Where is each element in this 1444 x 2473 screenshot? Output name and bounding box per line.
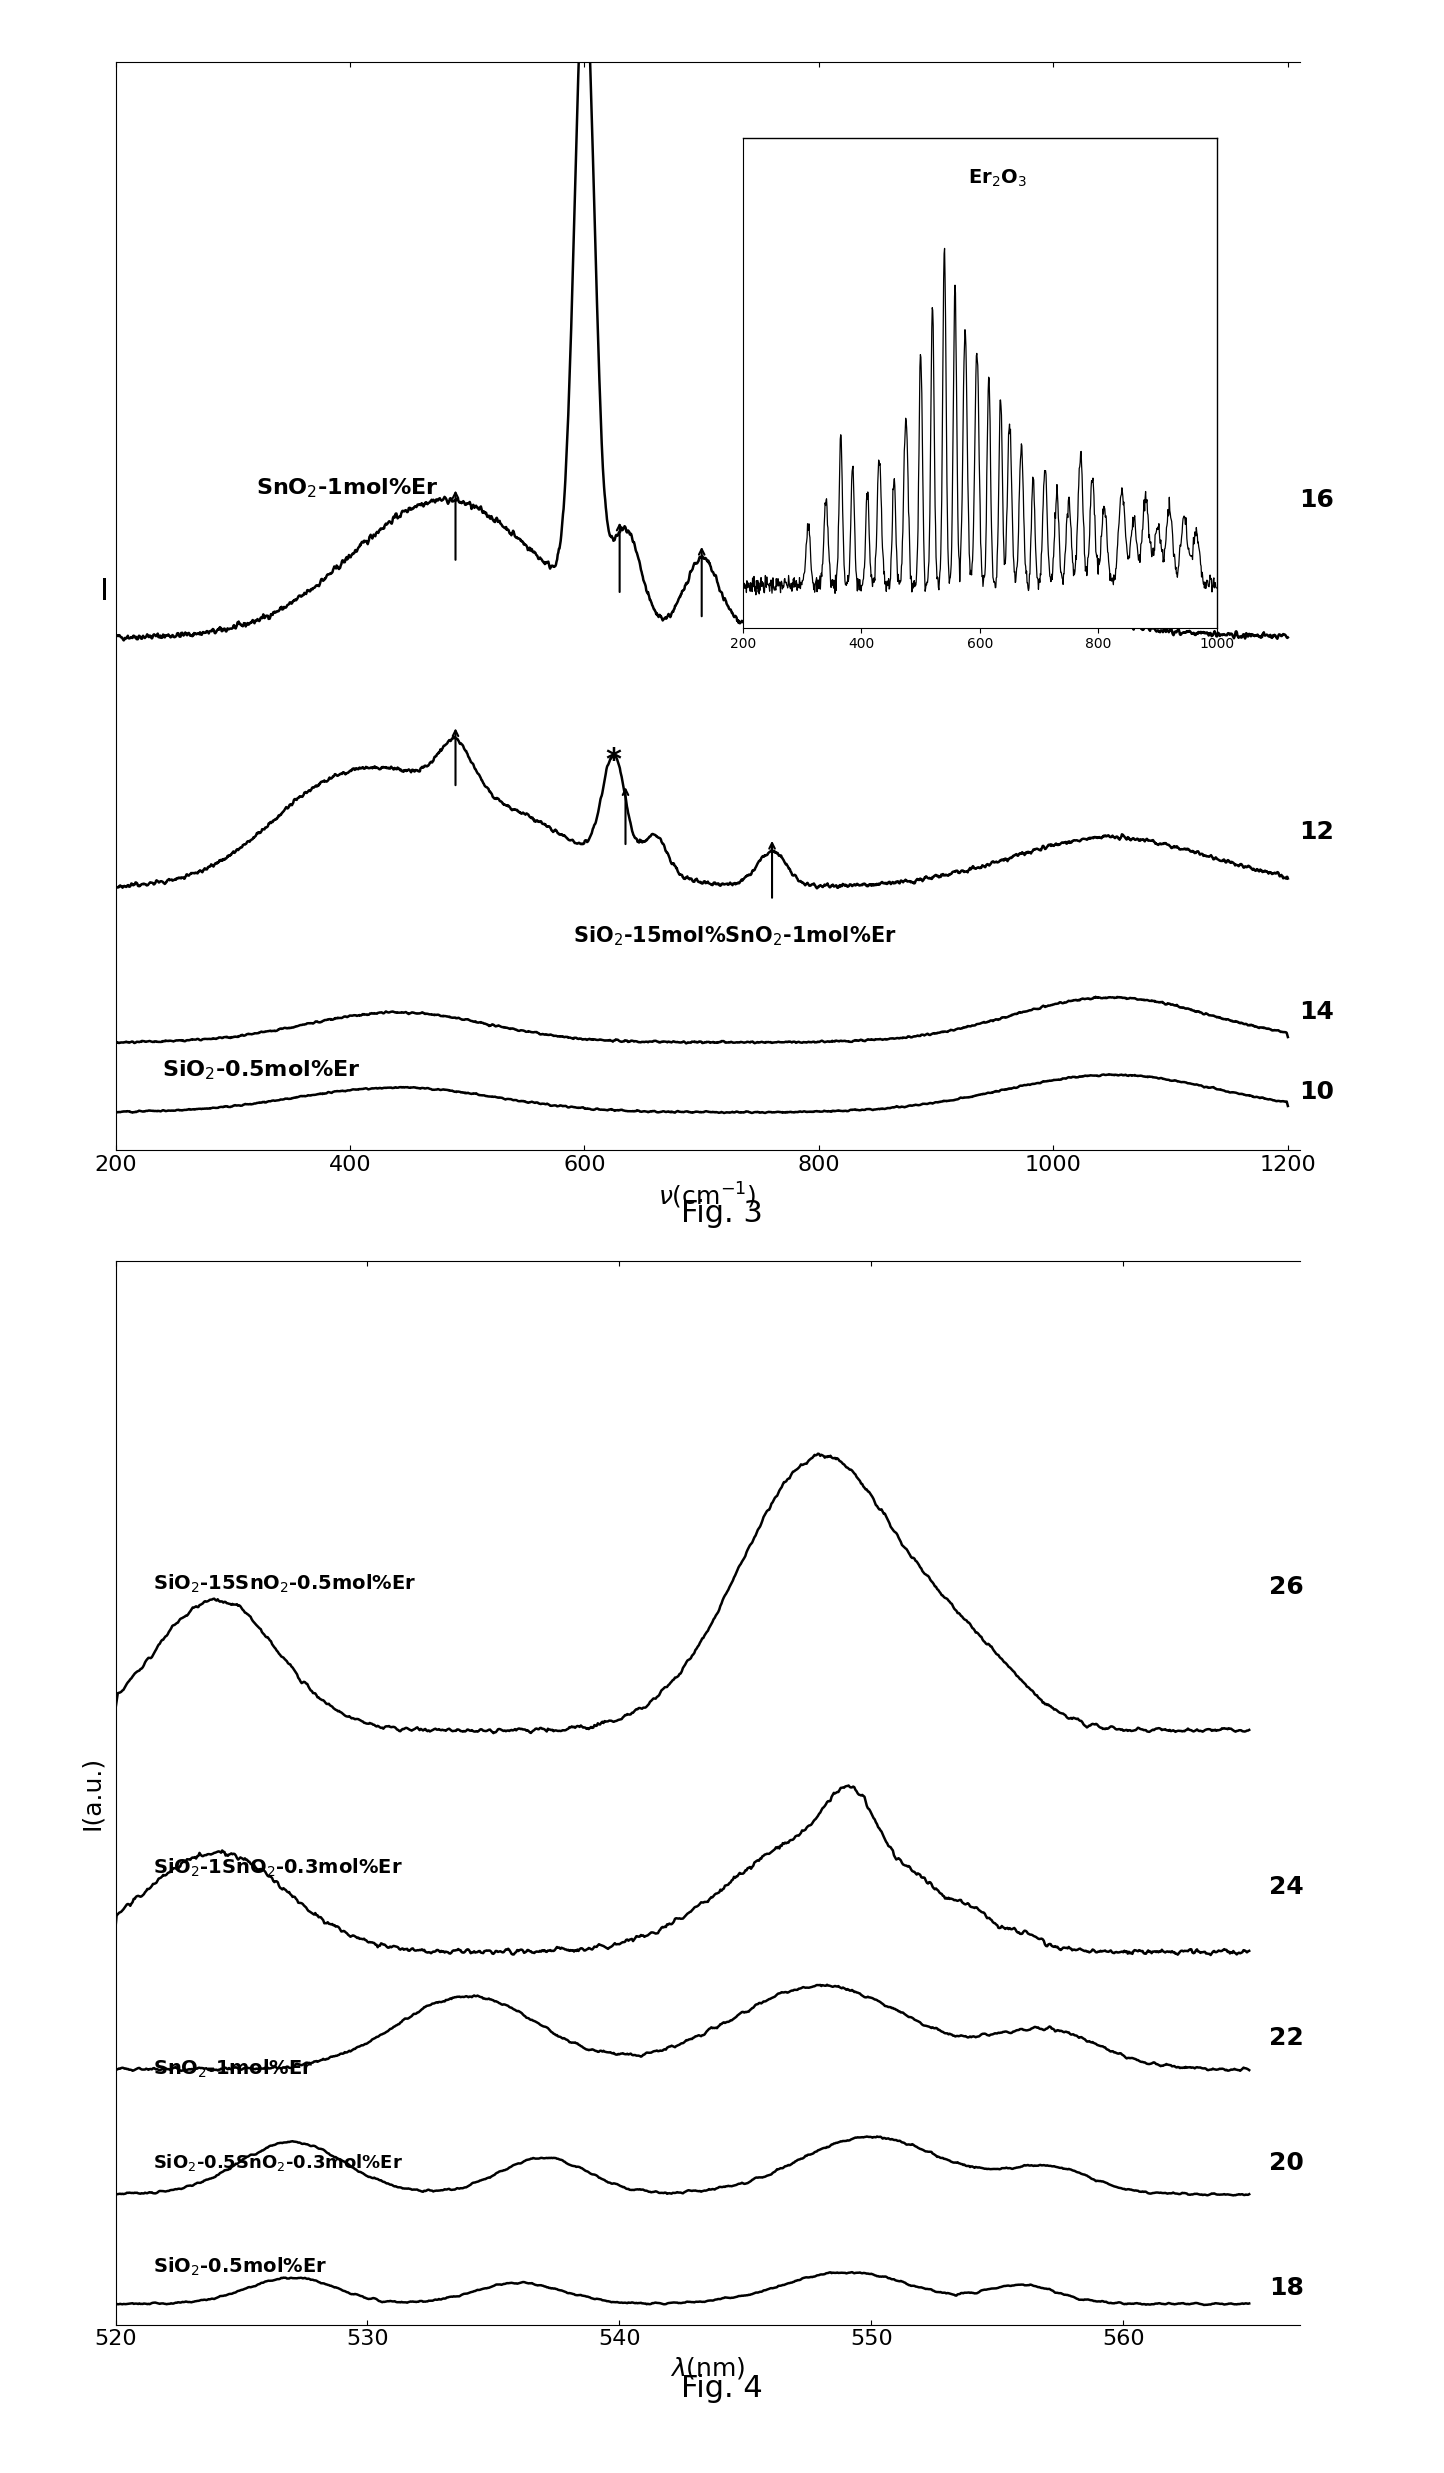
Text: SiO$_2$-15mol%SnO$_2$-1mol%Er: SiO$_2$-15mol%SnO$_2$-1mol%Er	[573, 925, 897, 950]
Text: 14: 14	[1300, 1002, 1334, 1024]
Text: Fig. 3: Fig. 3	[682, 1199, 762, 1229]
X-axis label: $\lambda$(nm): $\lambda$(nm)	[670, 2354, 745, 2381]
Y-axis label: I: I	[100, 576, 108, 606]
Text: 20: 20	[1269, 2152, 1304, 2176]
Text: SiO$_2$-0.5mol%Er: SiO$_2$-0.5mol%Er	[153, 2255, 328, 2278]
Text: *: *	[606, 747, 622, 774]
Text: 12: 12	[1300, 821, 1334, 843]
Text: Fig. 4: Fig. 4	[682, 2374, 762, 2404]
Text: SiO$_2$-0.5SnO$_2$-0.3mol%Er: SiO$_2$-0.5SnO$_2$-0.3mol%Er	[153, 2152, 403, 2174]
Text: SnO$_2$-1mol%Er: SnO$_2$-1mol%Er	[256, 475, 439, 500]
Text: 16: 16	[1300, 487, 1334, 512]
Y-axis label: I(a.u.): I(a.u.)	[81, 1756, 104, 1830]
Text: 18: 18	[1269, 2275, 1304, 2300]
Text: 26: 26	[1269, 1575, 1304, 1600]
Text: 10: 10	[1300, 1081, 1334, 1105]
Text: SiO$_2$-0.5mol%Er: SiO$_2$-0.5mol%Er	[162, 1058, 361, 1083]
Text: SiO$_2$-1SnO$_2$-0.3mol%Er: SiO$_2$-1SnO$_2$-0.3mol%Er	[153, 1857, 403, 1879]
Text: SiO$_2$-15SnO$_2$-0.5mol%Er: SiO$_2$-15SnO$_2$-0.5mol%Er	[153, 1573, 417, 1595]
Text: 24: 24	[1269, 1875, 1304, 1899]
X-axis label: $\nu$(cm$^{-1}$): $\nu$(cm$^{-1}$)	[658, 1180, 757, 1212]
Text: SnO$_2$-1mol%Er: SnO$_2$-1mol%Er	[153, 2058, 313, 2080]
Text: 22: 22	[1269, 2025, 1304, 2050]
